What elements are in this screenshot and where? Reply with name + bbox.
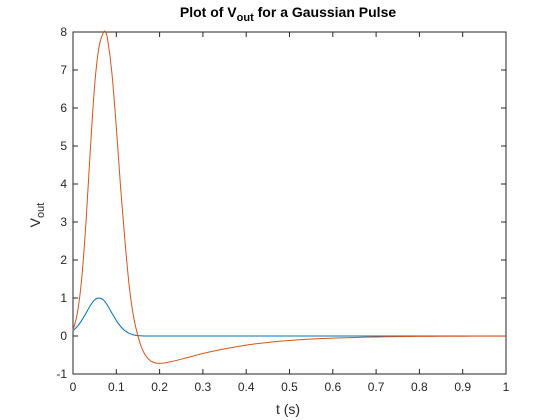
y-axis-label-main: V: [27, 217, 43, 227]
x-axis-ticks: 0 0.1 0.2 0.3 0.4 0.5 0.6 0.7 0.8 0.9 1: [70, 32, 510, 394]
series-line-2: [72, 30, 507, 364]
series-line-1: [72, 297, 506, 337]
x-tick-label: 0.2: [151, 380, 168, 394]
y-tick-label: -1: [56, 367, 67, 381]
series-layer: [72, 30, 507, 364]
y-tick-label: 5: [60, 139, 67, 153]
y-axis-label: Vout: [27, 203, 47, 228]
x-tick-label: 0.7: [368, 380, 385, 394]
y-tick-label: 4: [60, 177, 67, 191]
y-tick-label: 2: [60, 253, 67, 267]
chart-title-subscript: out: [237, 12, 254, 24]
y-tick-label: 6: [60, 101, 67, 115]
y-tick-label: 7: [60, 63, 67, 77]
y-axis-label-subscript: out: [35, 203, 47, 218]
y-axis-ticks: -1 0 1 2 3 4 5 6 7 8: [56, 25, 506, 381]
x-tick-label: 1: [503, 380, 510, 394]
x-tick-label: 0.3: [195, 380, 212, 394]
x-tick-label: 0.1: [108, 380, 125, 394]
y-tick-label: 3: [60, 215, 67, 229]
x-axis-label: t (s): [276, 401, 300, 417]
x-tick-label: 0.8: [411, 380, 428, 394]
chart-title-prefix: Plot of V: [180, 4, 237, 20]
x-tick-label: 0: [70, 380, 77, 394]
plot-area: [72, 31, 507, 375]
x-tick-label: 0.4: [238, 380, 255, 394]
y-tick-label: 1: [60, 291, 67, 305]
chart-title-suffix: for a Gaussian Pulse: [254, 4, 397, 20]
y-tick-label: 0: [60, 329, 67, 343]
x-tick-label: 0.5: [281, 380, 298, 394]
x-tick-label: 0.6: [324, 380, 341, 394]
y-tick-label: 8: [60, 25, 67, 39]
x-tick-label: 0.9: [454, 380, 471, 394]
chart-title: Plot of Vout for a Gaussian Pulse: [180, 4, 396, 24]
